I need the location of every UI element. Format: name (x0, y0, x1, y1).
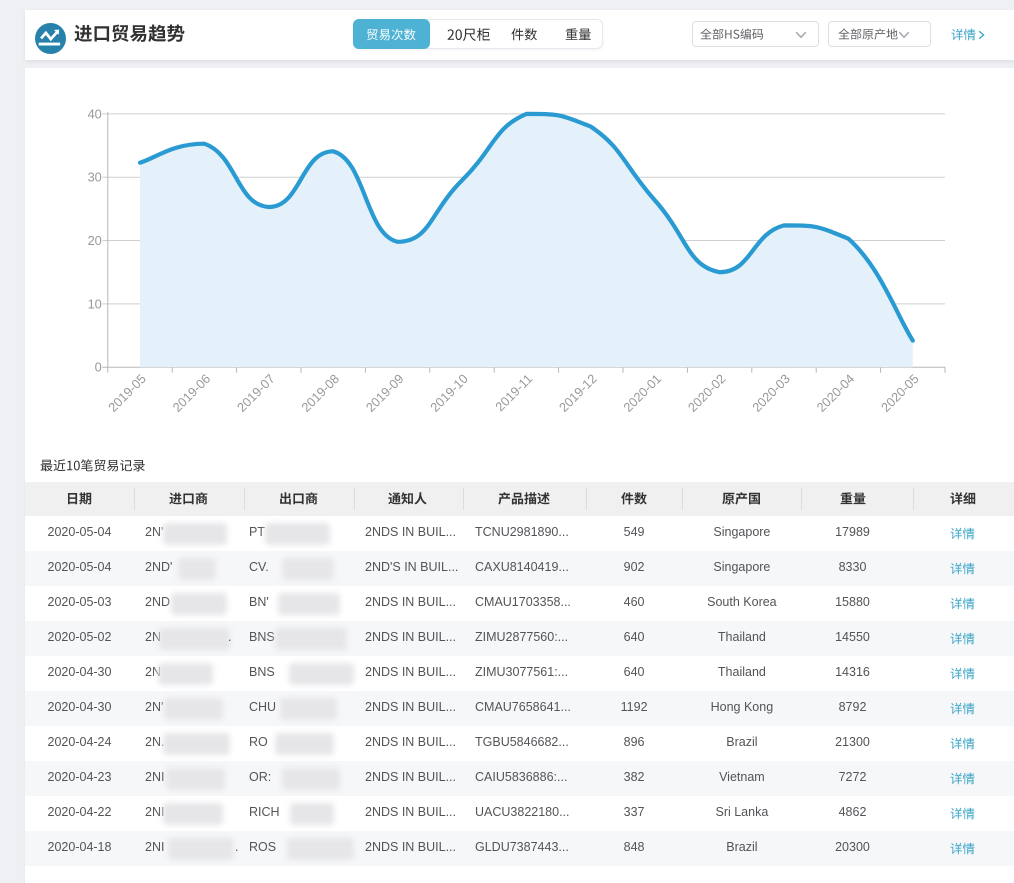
svg-text:2020-05: 2020-05 (878, 371, 922, 415)
svg-text:30: 30 (88, 170, 102, 185)
svg-text:10: 10 (88, 296, 102, 311)
svg-text:2020-02: 2020-02 (685, 371, 729, 415)
svg-text:20: 20 (88, 233, 102, 248)
svg-text:2019-08: 2019-08 (298, 371, 342, 415)
svg-text:2019-09: 2019-09 (363, 371, 407, 415)
svg-text:2020-01: 2020-01 (620, 371, 664, 415)
svg-text:2019-10: 2019-10 (427, 371, 471, 415)
svg-text:2020-03: 2020-03 (749, 371, 793, 415)
svg-text:2019-07: 2019-07 (234, 371, 278, 415)
svg-text:2020-04: 2020-04 (814, 371, 858, 415)
svg-text:2019-06: 2019-06 (170, 371, 214, 415)
svg-text:40: 40 (88, 106, 102, 121)
svg-text:0: 0 (95, 360, 102, 375)
svg-text:2019-12: 2019-12 (556, 371, 600, 415)
svg-text:2019-05: 2019-05 (105, 371, 149, 415)
svg-text:2019-11: 2019-11 (492, 371, 535, 414)
